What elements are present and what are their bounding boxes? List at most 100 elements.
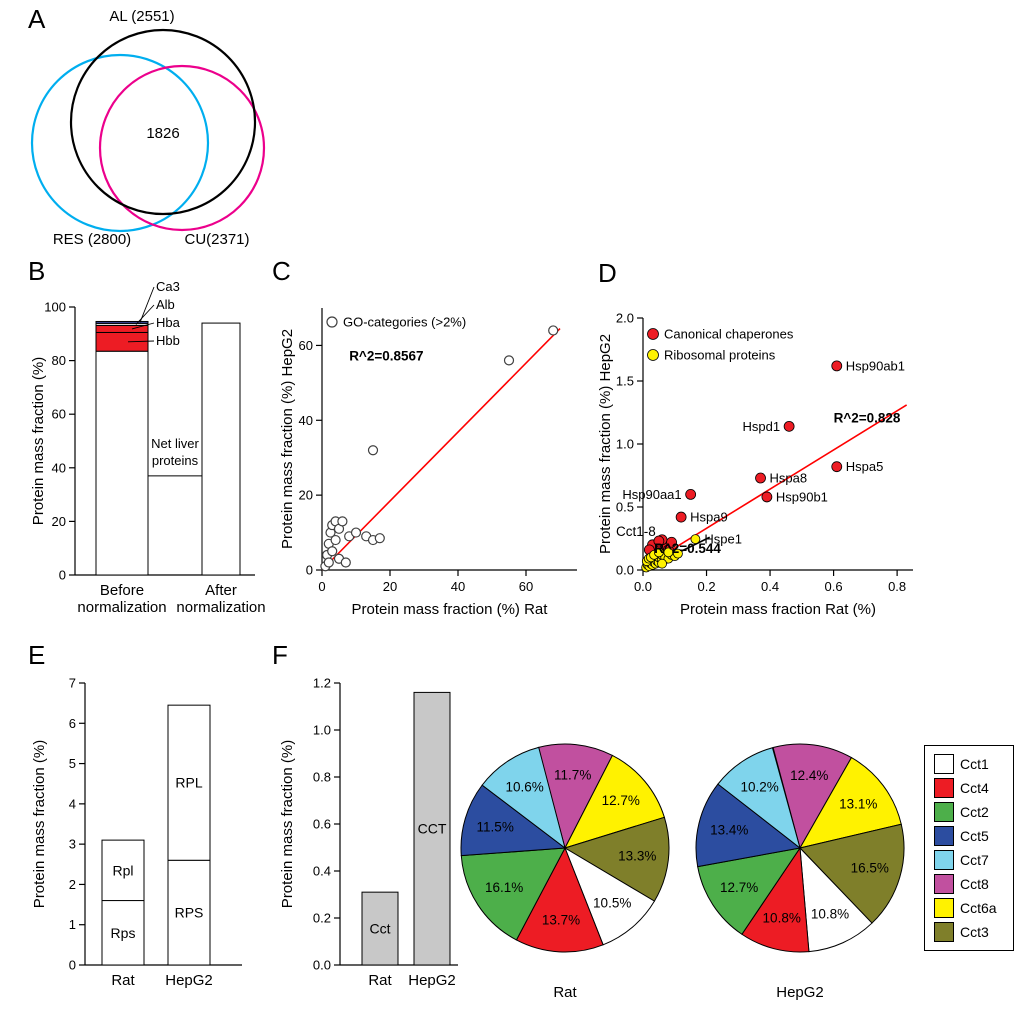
data-point bbox=[657, 558, 667, 569]
pie-percent-label: 13.1% bbox=[839, 796, 877, 811]
y-tick-label: 20 bbox=[52, 514, 66, 529]
y-tick-label: 60 bbox=[299, 338, 313, 353]
legend-label: Cct1 bbox=[960, 756, 989, 772]
x-axis-title: Protein mass fraction (%) Rat bbox=[352, 601, 549, 618]
pie-percent-label: 11.5% bbox=[477, 819, 514, 834]
legend-swatch bbox=[934, 802, 954, 822]
bar-segment-RPS bbox=[167, 859, 211, 966]
legend-label: Cct6a bbox=[960, 900, 997, 916]
bar-segment-Rpl bbox=[101, 839, 145, 902]
category-label: Before bbox=[100, 582, 144, 599]
legend-swatch bbox=[934, 898, 954, 918]
data-point bbox=[783, 420, 795, 432]
legend-swatch bbox=[934, 778, 954, 798]
y-tick-label: 80 bbox=[52, 353, 66, 368]
bar-inside-label: Cct bbox=[370, 921, 391, 937]
pie-percent-label: 12.7% bbox=[602, 793, 640, 808]
data-point bbox=[330, 534, 341, 546]
pie-slice-Cct7 bbox=[481, 746, 566, 850]
bar-segment bbox=[95, 350, 149, 576]
pie-slice-Cct3 bbox=[799, 823, 905, 924]
legend-label: Cct7 bbox=[960, 852, 989, 868]
y-tick-label: 1.2 bbox=[313, 676, 331, 691]
data-point bbox=[831, 360, 843, 372]
x-tick-label: 20 bbox=[383, 579, 397, 594]
x-tick-label: 60 bbox=[519, 579, 533, 594]
legend-item-Cct2: Cct2 bbox=[934, 802, 1004, 822]
data-point bbox=[374, 533, 385, 544]
legend-swatch bbox=[934, 922, 954, 942]
y-tick-label: 0.0 bbox=[313, 958, 331, 973]
data-point bbox=[755, 472, 766, 484]
legend-marker bbox=[647, 349, 659, 361]
y-tick-label: 0 bbox=[306, 563, 313, 578]
bar-inside-label: RPS bbox=[175, 905, 204, 921]
data-point bbox=[666, 536, 677, 548]
pie-percent-label: 13.3% bbox=[618, 849, 656, 864]
callout-line bbox=[135, 304, 155, 325]
bar-segment-Ca3 bbox=[95, 320, 149, 324]
point-label: Hspa8 bbox=[770, 471, 808, 486]
bar-segment-CCT bbox=[413, 691, 451, 966]
bar-inside-label: CCT bbox=[418, 821, 447, 837]
y-tick-label: 0 bbox=[59, 568, 66, 583]
category-label: Rat bbox=[111, 972, 135, 989]
pie-slice-Cct3 bbox=[563, 816, 670, 902]
legend-label: Cct8 bbox=[960, 876, 989, 892]
callout-label: Hbb bbox=[156, 333, 180, 348]
y-tick-label: 60 bbox=[52, 407, 66, 422]
venn-label-al: AL (2551) bbox=[109, 8, 174, 25]
y-axis-title: Protein mass fraction (%) bbox=[30, 357, 47, 525]
x-tick-label: 0 bbox=[318, 579, 325, 594]
data-point bbox=[548, 325, 559, 336]
data-point bbox=[367, 445, 379, 456]
y-tick-label: 1.0 bbox=[313, 723, 331, 738]
y-tick-label: 0 bbox=[69, 958, 76, 973]
x-tick-label: 0.2 bbox=[697, 579, 715, 594]
y-tick-label: 0.4 bbox=[313, 864, 331, 879]
legend-item-Cct4: Cct4 bbox=[934, 778, 1004, 798]
pie-percent-label: 10.8% bbox=[763, 911, 801, 926]
legend-item-Cct3: Cct3 bbox=[934, 922, 1004, 942]
pie-percent-label: 10.2% bbox=[740, 779, 778, 794]
y-axis-title: Protein mass fraction (%) HepG2 bbox=[279, 329, 296, 549]
legend-swatch bbox=[934, 754, 954, 774]
y-tick-label: 1.0 bbox=[616, 437, 634, 452]
point-label: Hsp90aa1 bbox=[622, 487, 681, 502]
annotation: R^2=0.8567 bbox=[349, 348, 423, 363]
y-tick-label: 1 bbox=[69, 917, 76, 932]
y-axis-title: Protein mass fraction (%) bbox=[279, 740, 296, 908]
pie-slice-Cct8 bbox=[772, 743, 853, 850]
y-tick-label: 1.5 bbox=[616, 374, 634, 389]
pie-percent-label: 12.4% bbox=[790, 768, 828, 783]
y-tick-label: 2.0 bbox=[616, 311, 634, 326]
y-tick-label: 0.0 bbox=[616, 563, 634, 578]
pie-percent-label: 16.5% bbox=[851, 861, 889, 876]
point-label: Hspd1 bbox=[743, 419, 781, 434]
panel-label-f: F bbox=[272, 640, 288, 670]
pie-slice-Cct2 bbox=[460, 847, 566, 941]
data-point bbox=[663, 547, 674, 558]
panel-label-b: B bbox=[28, 256, 46, 286]
y-tick-label: 3 bbox=[69, 837, 76, 852]
pie-slice-Cct8 bbox=[537, 743, 614, 850]
data-point bbox=[340, 557, 351, 568]
bar-segment-RPL bbox=[167, 704, 211, 861]
data-point bbox=[337, 516, 348, 527]
pie-slice-Cct5 bbox=[695, 783, 802, 868]
pie-slice-Cct4 bbox=[515, 846, 604, 953]
y-tick-label: 4 bbox=[69, 796, 76, 811]
legend-label: Cct2 bbox=[960, 804, 989, 820]
pie-slice-Cct4 bbox=[741, 846, 810, 953]
legend-label: GO-categories (>2%) bbox=[343, 315, 466, 330]
y-tick-label: 2 bbox=[69, 877, 76, 892]
bar-segment bbox=[201, 322, 241, 576]
legend-marker bbox=[326, 316, 338, 328]
callout-label: Alb bbox=[156, 297, 175, 312]
pie-percent-label: 16.1% bbox=[485, 880, 523, 895]
point-label: Hspe1 bbox=[704, 532, 742, 547]
y-tick-label: 0.5 bbox=[616, 500, 634, 515]
pie-percent-label: 13.4% bbox=[710, 823, 748, 838]
data-point bbox=[673, 548, 683, 559]
